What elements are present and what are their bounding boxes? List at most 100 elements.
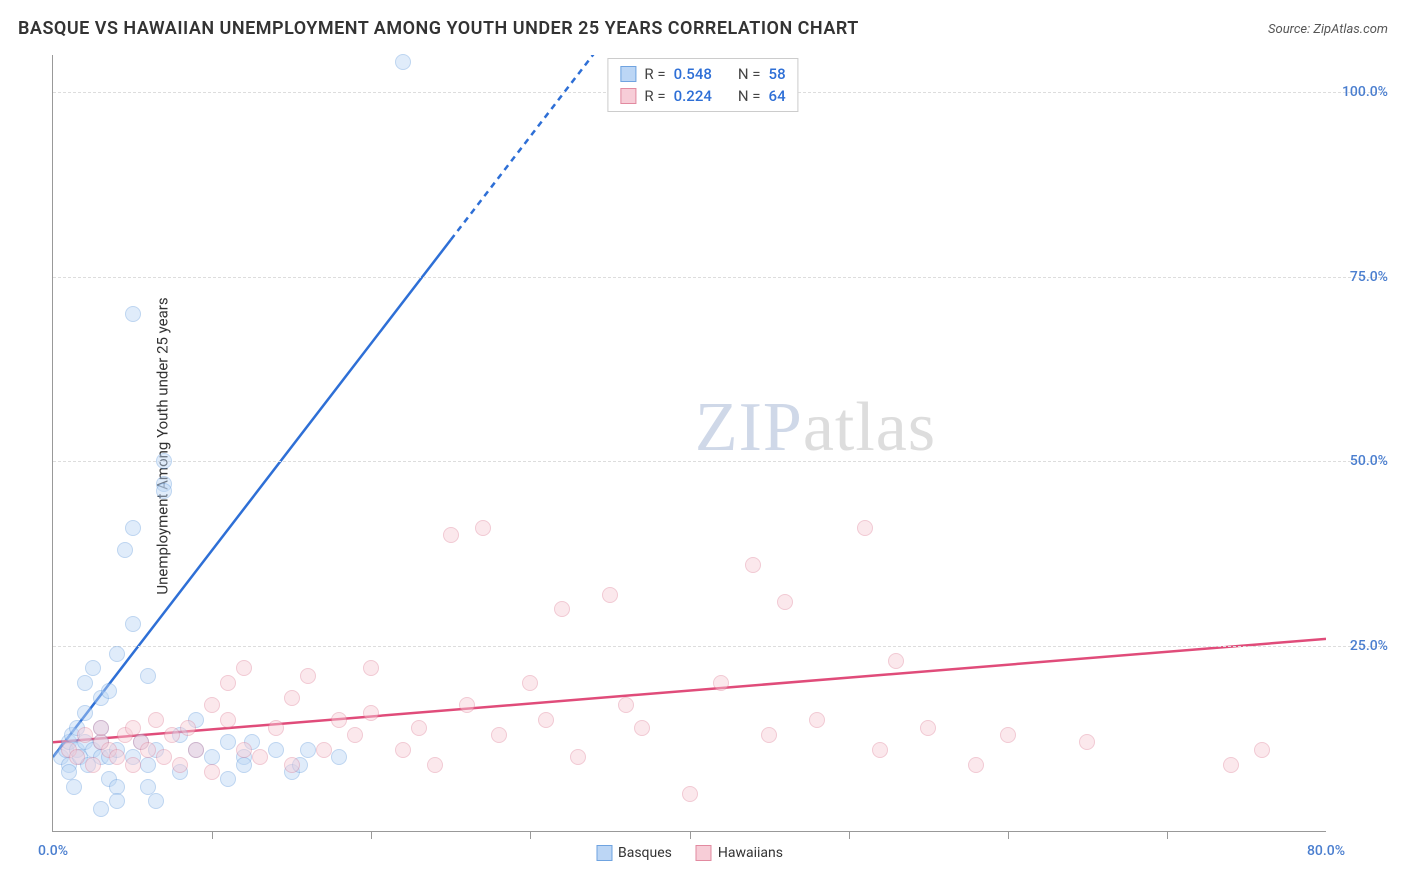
scatter-point bbox=[920, 720, 936, 736]
x-tick-mark bbox=[849, 831, 850, 839]
legend-top-row-1: R = 0.224 N = 64 bbox=[608, 85, 797, 107]
y-tick-label: 25.0% bbox=[1350, 638, 1388, 654]
scatter-point bbox=[602, 587, 618, 603]
y-tick-label: 75.0% bbox=[1350, 269, 1388, 285]
scatter-point bbox=[125, 749, 141, 765]
scatter-point bbox=[133, 734, 149, 750]
scatter-point bbox=[125, 720, 141, 736]
scatter-point bbox=[180, 720, 196, 736]
scatter-point bbox=[284, 764, 300, 780]
legend-n-label-0: N = bbox=[738, 65, 761, 83]
scatter-point bbox=[204, 764, 220, 780]
x-tick-mark bbox=[530, 831, 531, 839]
scatter-point bbox=[140, 779, 156, 795]
scatter-point bbox=[164, 727, 180, 743]
trend-lines-svg bbox=[53, 55, 1326, 831]
legend-n-label-1: N = bbox=[738, 87, 761, 105]
source-credit: Source: ZipAtlas.com bbox=[1268, 22, 1388, 37]
scatter-point bbox=[411, 720, 427, 736]
scatter-point bbox=[109, 646, 125, 662]
scatter-point bbox=[1223, 757, 1239, 773]
scatter-point bbox=[125, 616, 141, 632]
scatter-point bbox=[109, 749, 125, 765]
scatter-point bbox=[634, 720, 650, 736]
scatter-point bbox=[148, 712, 164, 728]
scatter-point bbox=[809, 712, 825, 728]
scatter-point bbox=[93, 801, 109, 817]
scatter-point bbox=[347, 727, 363, 743]
scatter-point bbox=[80, 757, 96, 773]
scatter-point bbox=[125, 306, 141, 322]
x-tick-mark bbox=[371, 831, 372, 839]
scatter-point bbox=[77, 727, 93, 743]
legend-item-basques: Basques bbox=[596, 845, 672, 861]
scatter-point bbox=[117, 727, 133, 743]
scatter-point bbox=[93, 749, 109, 765]
scatter-point bbox=[61, 734, 77, 750]
scatter-point bbox=[93, 734, 109, 750]
scatter-point bbox=[109, 742, 125, 758]
scatter-point bbox=[538, 712, 554, 728]
scatter-point bbox=[172, 764, 188, 780]
scatter-point bbox=[220, 734, 236, 750]
scatter-point bbox=[1000, 727, 1016, 743]
x-tick-mark bbox=[212, 831, 213, 839]
scatter-point bbox=[93, 720, 109, 736]
scatter-point bbox=[236, 757, 252, 773]
scatter-point bbox=[93, 720, 109, 736]
scatter-point bbox=[554, 601, 570, 617]
scatter-point bbox=[140, 742, 156, 758]
scatter-point bbox=[69, 742, 85, 758]
scatter-point bbox=[140, 668, 156, 684]
scatter-point bbox=[204, 697, 220, 713]
scatter-point bbox=[72, 749, 88, 765]
scatter-point bbox=[968, 757, 984, 773]
scatter-point bbox=[745, 557, 761, 573]
x-tick-mark bbox=[1167, 831, 1168, 839]
scatter-point bbox=[61, 764, 77, 780]
scatter-point bbox=[93, 690, 109, 706]
trend-line bbox=[53, 240, 451, 757]
scatter-point bbox=[522, 675, 538, 691]
scatter-point bbox=[188, 712, 204, 728]
scatter-point bbox=[85, 660, 101, 676]
scatter-point bbox=[857, 520, 873, 536]
scatter-point bbox=[64, 727, 80, 743]
scatter-point bbox=[204, 749, 220, 765]
legend-r-value-0: 0.548 bbox=[674, 65, 712, 83]
scatter-point bbox=[117, 542, 133, 558]
scatter-point bbox=[69, 749, 85, 765]
scatter-point bbox=[156, 749, 172, 765]
legend-item-hawaiians: Hawaiians bbox=[696, 845, 783, 861]
legend-top-swatch-0 bbox=[620, 66, 636, 82]
scatter-point bbox=[888, 653, 904, 669]
scatter-point bbox=[491, 727, 507, 743]
scatter-point bbox=[443, 527, 459, 543]
scatter-point bbox=[300, 668, 316, 684]
y-gridline bbox=[53, 646, 1386, 647]
scatter-point bbox=[69, 720, 85, 736]
y-gridline bbox=[53, 277, 1386, 278]
scatter-point bbox=[148, 793, 164, 809]
legend-top: R = 0.548 N = 58 R = 0.224 N = 64 bbox=[607, 58, 798, 112]
y-tick-label: 100.0% bbox=[1342, 84, 1388, 100]
scatter-point bbox=[93, 734, 109, 750]
scatter-point bbox=[236, 742, 252, 758]
scatter-point bbox=[85, 742, 101, 758]
scatter-point bbox=[85, 757, 101, 773]
scatter-point bbox=[156, 483, 172, 499]
legend-n-value-1: 64 bbox=[769, 87, 786, 105]
scatter-point bbox=[125, 520, 141, 536]
scatter-point bbox=[395, 54, 411, 70]
scatter-point bbox=[188, 742, 204, 758]
legend-r-label-1: R = bbox=[644, 87, 665, 105]
scatter-point bbox=[284, 757, 300, 773]
scatter-point bbox=[363, 660, 379, 676]
legend-top-swatch-1 bbox=[620, 88, 636, 104]
chart-title: BASQUE VS HAWAIIAN UNEMPLOYMENT AMONG YO… bbox=[18, 18, 859, 39]
scatter-point bbox=[109, 779, 125, 795]
y-tick-label: 50.0% bbox=[1350, 453, 1388, 469]
scatter-point bbox=[220, 675, 236, 691]
scatter-point bbox=[300, 742, 316, 758]
x-tick-mark bbox=[690, 831, 691, 839]
